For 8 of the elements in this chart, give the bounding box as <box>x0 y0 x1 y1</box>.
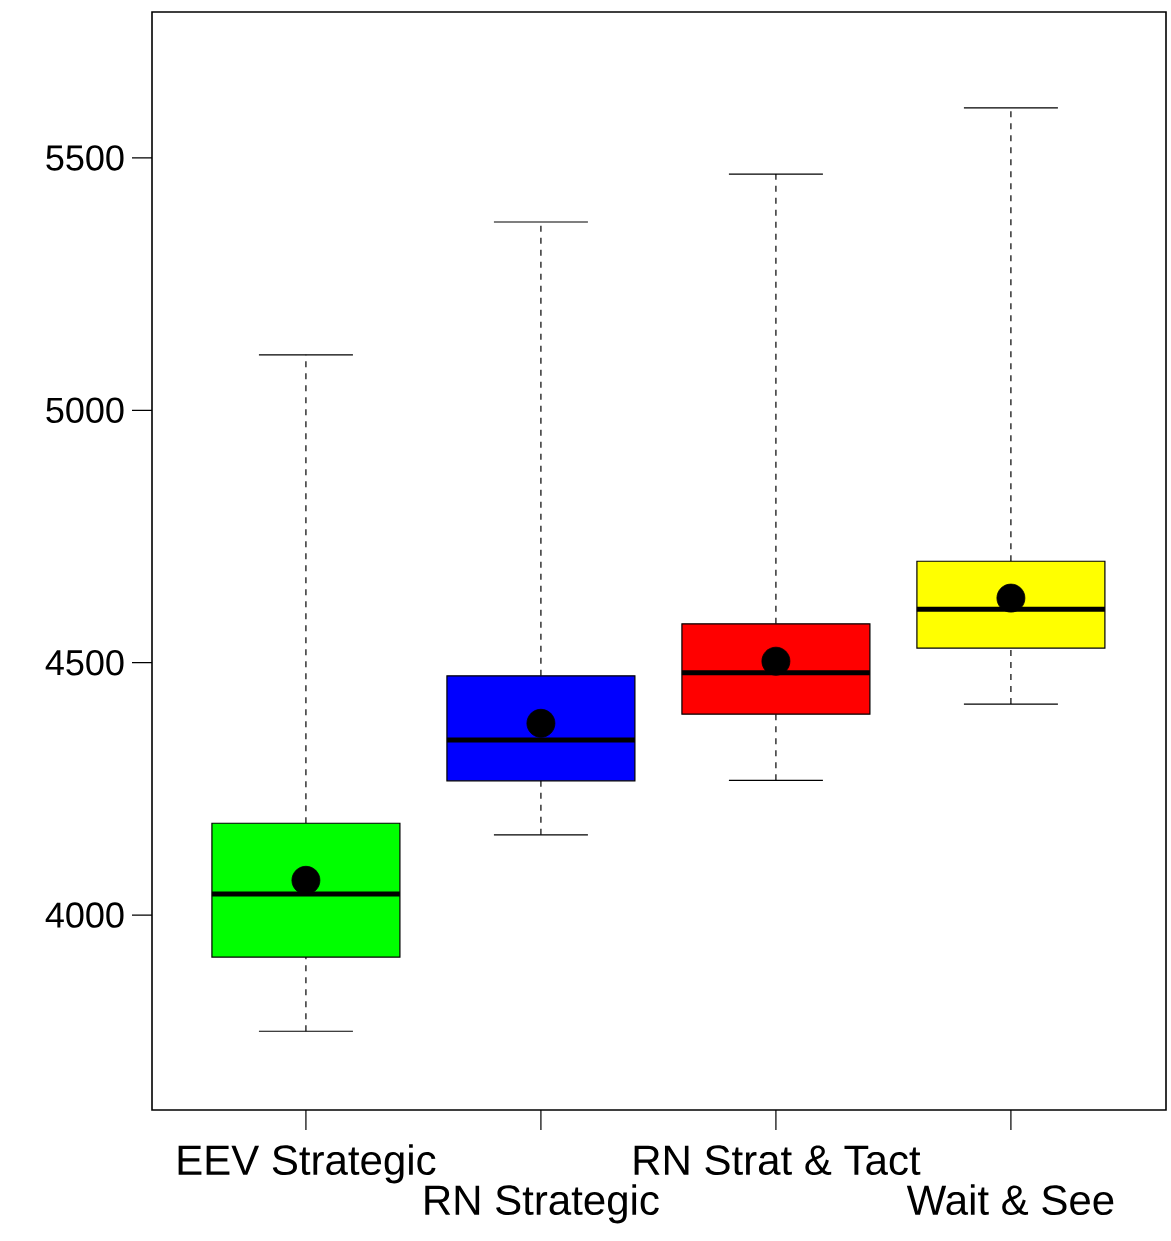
y-tick-label: 5500 <box>46 145 124 171</box>
x-tick-label: RN Strategic <box>425 1184 659 1224</box>
x-tick-label: Wait & See <box>906 1184 1114 1216</box>
y-tick-label: 5000 <box>46 397 124 424</box>
y-tick-label: 4000 <box>45 902 124 928</box>
y-tick-label: 4500 <box>45 649 124 676</box>
x-tick-label: EEV Strategic <box>178 1144 436 1184</box>
x-tick-label: RN Strat & Tact <box>634 1145 921 1176</box>
